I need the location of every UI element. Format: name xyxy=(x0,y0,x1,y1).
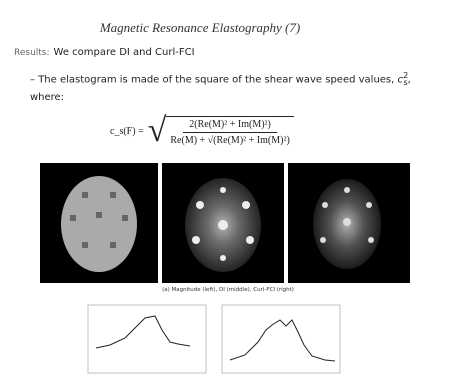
figure-caption: (a) Magnitude (left), DI (middle), Curl-… xyxy=(0,287,456,293)
di-image xyxy=(162,163,284,283)
profile-plot-left xyxy=(88,305,206,373)
magnitude-image xyxy=(40,163,158,283)
figures xyxy=(0,0,456,379)
profile-plot-right xyxy=(222,305,340,373)
slide: Magnetic Resonance Elastography (7) Resu… xyxy=(0,0,456,379)
curl-fci-image xyxy=(288,163,410,283)
